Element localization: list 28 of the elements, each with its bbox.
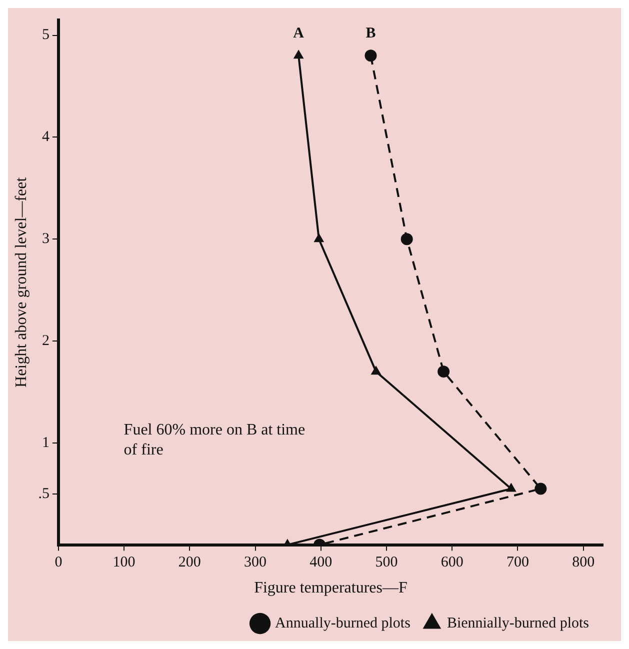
x-tick-label: 200: [178, 554, 201, 571]
x-tick-label: 400: [310, 554, 332, 571]
point: [400, 233, 413, 246]
point: [370, 366, 382, 375]
point: [314, 233, 324, 242]
point: [293, 50, 304, 59]
x-tick-label: 600: [440, 554, 464, 571]
x-tick-label: 0: [54, 554, 62, 571]
y-tick-label: .5: [38, 486, 50, 502]
legend-label: Biennially-burned plots: [446, 615, 590, 632]
annotation: A: [293, 26, 304, 42]
annotation: B: [366, 26, 376, 42]
point: [364, 50, 377, 62]
x-tick-label: 800: [572, 554, 595, 571]
x-tick-label: 500: [375, 554, 398, 571]
y-tick-label: 5: [42, 27, 50, 44]
legend-label: Annually-burned plots: [275, 615, 411, 632]
y-tick-label: 3: [42, 231, 50, 248]
x-tick-label: 100: [112, 554, 136, 571]
x-tick-label: 700: [506, 554, 529, 571]
annotation: Fuel 60% more on B at time of fire: [124, 422, 306, 459]
y-tick-label: 1: [42, 434, 50, 451]
x-tick-label: 300: [244, 554, 267, 571]
y-tick-label: 4: [42, 129, 50, 146]
y-tick-label: 2: [42, 332, 50, 349]
x-axis-title: Figure temperatures—F: [254, 580, 408, 597]
point: [506, 482, 516, 492]
y-axis-title: Height above ground level—feet: [12, 176, 30, 388]
